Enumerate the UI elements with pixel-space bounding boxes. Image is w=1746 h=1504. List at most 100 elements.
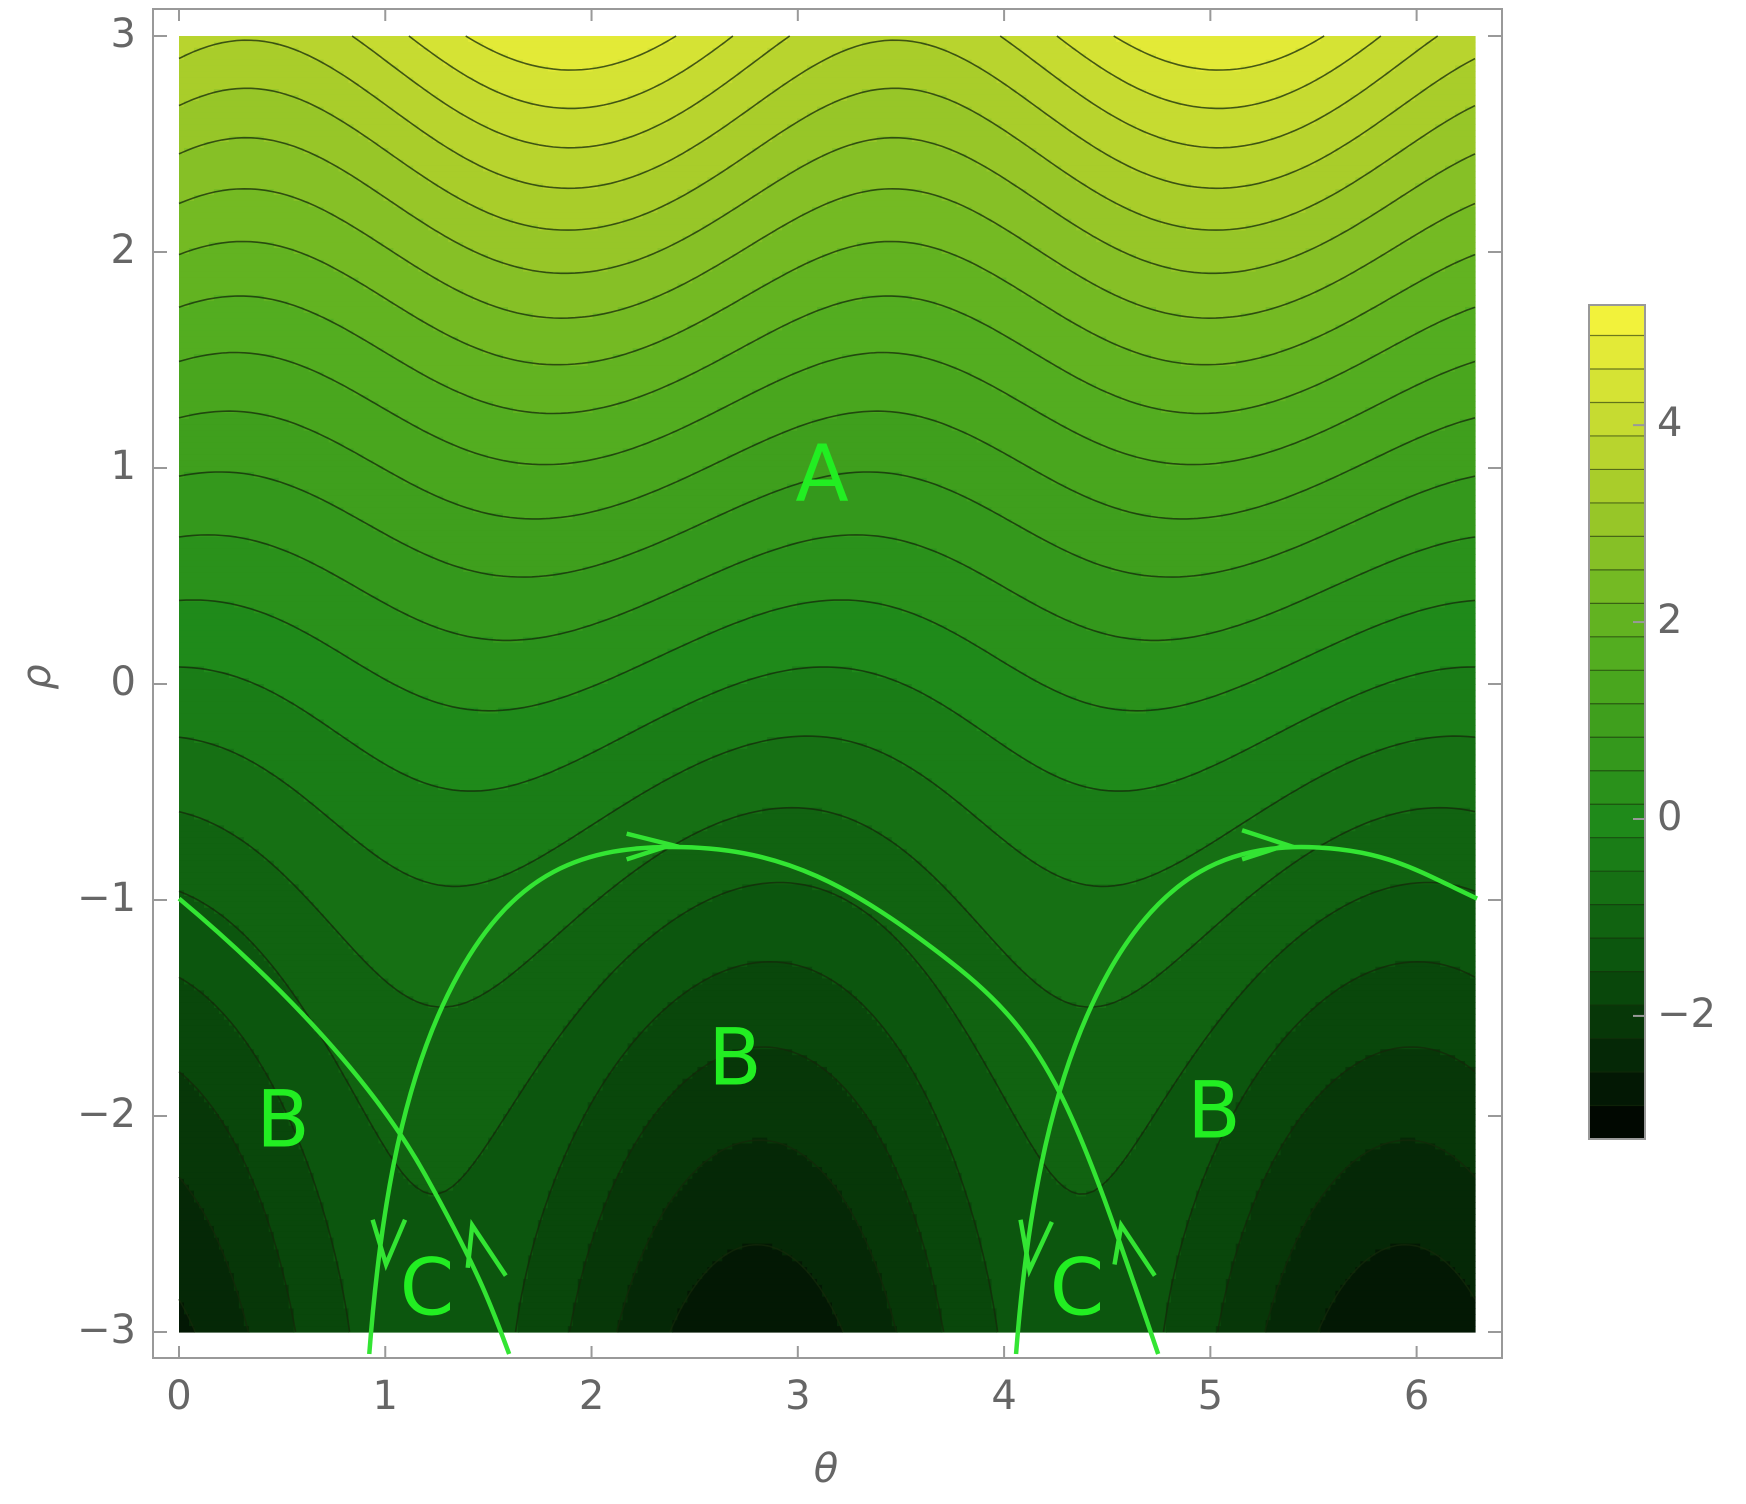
contour-band (552, 1043, 629, 1050)
contour-band (1071, 318, 1351, 326)
contour-band (961, 713, 1312, 720)
contour-band (1385, 560, 1476, 567)
contour-band (1415, 672, 1476, 679)
contour-band (891, 931, 988, 938)
contour-band (1265, 1320, 1322, 1327)
contour-band (622, 878, 938, 885)
contour-band (1445, 165, 1476, 173)
contour-band (677, 377, 778, 385)
contour-band (592, 1096, 669, 1103)
contour-band (1415, 383, 1476, 391)
contour-band (179, 1002, 215, 1009)
contour-band (353, 949, 539, 956)
contour-band (179, 83, 360, 90)
contour-band (667, 289, 753, 296)
contour-band (483, 41, 664, 49)
contour-band (248, 1043, 330, 1050)
contour-band (218, 1114, 290, 1121)
contour-band (273, 354, 394, 361)
contour-band (807, 1155, 893, 1162)
contour-band (323, 59, 389, 67)
contour-band (179, 860, 275, 868)
contour-band (672, 242, 753, 249)
contour-band (1185, 142, 1252, 149)
contour-band (1355, 53, 1411, 61)
contour-band (308, 365, 414, 373)
contour-band (647, 1119, 873, 1127)
contour-band (388, 1149, 484, 1156)
contour-band (622, 136, 708, 143)
contour-band (592, 1231, 654, 1239)
contour-band (1390, 1243, 1421, 1251)
contour-band (861, 295, 913, 302)
contour-band (986, 1261, 1177, 1268)
contour-band (179, 784, 290, 791)
contour-band (503, 259, 629, 267)
contour-band (1365, 1055, 1456, 1062)
colorbar-band (1589, 971, 1645, 1006)
contour-band (179, 566, 325, 573)
contour-band (712, 218, 793, 226)
contour-band (238, 1290, 290, 1298)
contour-band (393, 1155, 479, 1162)
contour-band (343, 271, 429, 279)
contour-band (612, 354, 723, 361)
contour-band (976, 159, 1052, 167)
contour-band (547, 1190, 609, 1198)
contour-band (413, 165, 484, 173)
contour-band (1435, 171, 1476, 178)
contour-band (587, 1249, 644, 1257)
contour-band (941, 1320, 998, 1327)
contour-band (179, 283, 365, 290)
contour-band (617, 966, 728, 974)
contour-band (183, 890, 305, 897)
contour-band (458, 336, 664, 343)
contour-band (179, 601, 235, 609)
contour-band (682, 1302, 833, 1310)
contour-band (692, 230, 773, 237)
contour-band (343, 118, 409, 125)
contour-band (1131, 206, 1307, 214)
contour-band (243, 1308, 295, 1315)
contour-band (941, 483, 1067, 491)
contour-band (179, 1149, 240, 1156)
contour-band (722, 625, 948, 632)
contour-band (1021, 524, 1342, 532)
contour-band (647, 253, 733, 261)
contour-band (1225, 1290, 1277, 1298)
contour-band (891, 1320, 943, 1327)
contour-band (707, 630, 958, 638)
contour-band (527, 1261, 584, 1268)
contour-band (179, 65, 335, 72)
contour-band (522, 1290, 579, 1298)
contour-band (179, 401, 379, 408)
contour-band (637, 495, 758, 502)
contour-band (577, 1284, 629, 1292)
contour-band (1205, 1167, 1272, 1174)
contour-band (981, 501, 1107, 508)
contour-band (179, 477, 280, 485)
contour-band (1295, 1025, 1476, 1033)
contour-band (1320, 430, 1431, 438)
contour-band (1445, 1149, 1476, 1156)
contour-band (876, 919, 978, 927)
contour-band (981, 572, 1142, 579)
contour-band (542, 943, 639, 950)
contour-band (1335, 1296, 1476, 1304)
contour-band (1165, 1302, 1222, 1310)
contour-band (208, 996, 300, 1003)
contour-band (403, 1172, 464, 1180)
x-axis-label: θ (814, 1446, 838, 1492)
contour-band (1320, 707, 1476, 715)
contour-band (183, 53, 310, 61)
contour-band (1345, 100, 1406, 108)
contour-band (1170, 1296, 1227, 1304)
contour-band (438, 94, 514, 102)
contour-band (831, 100, 958, 108)
contour-band (851, 142, 938, 149)
contour-band (438, 277, 694, 285)
contour-band (468, 1167, 559, 1174)
contour-band (263, 295, 384, 302)
contour-band (1280, 607, 1421, 614)
contour-band (1290, 1131, 1476, 1139)
